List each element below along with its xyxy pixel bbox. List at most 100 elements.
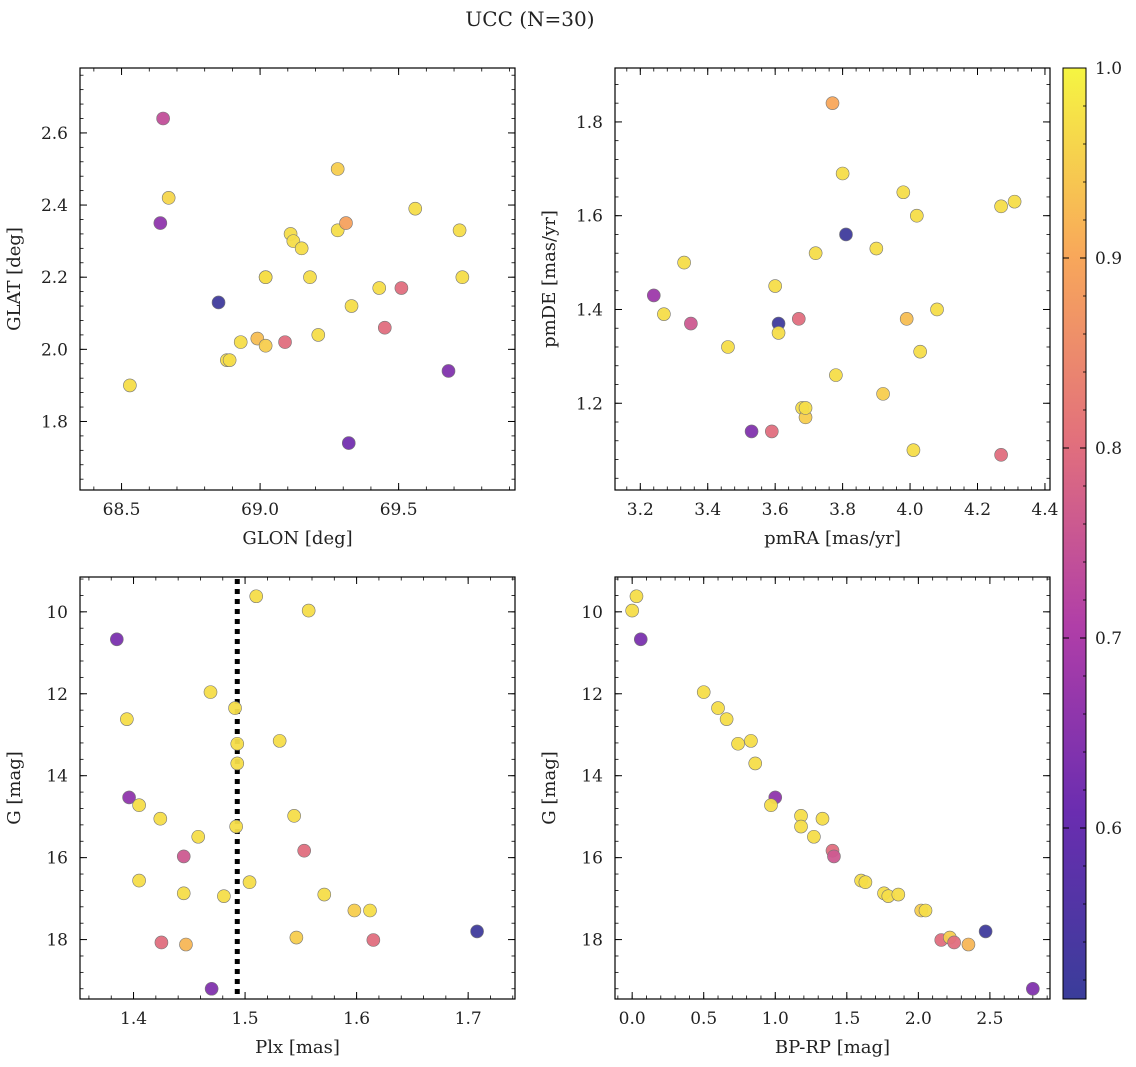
scatter-point	[132, 798, 146, 813]
y-tick-label: 10	[581, 603, 603, 623]
scatter-point	[978, 924, 993, 939]
panel-1: 68.5 69.0 69.5 1.8 2.0 2.2 2.4 2.6 GLON [deg] GLA…	[4, 67, 516, 549]
scatter-point	[249, 589, 264, 604]
scatter-point	[918, 903, 933, 918]
axes-frame	[79, 67, 516, 491]
scatter-point	[470, 924, 484, 939]
scatter-point	[341, 436, 356, 450]
scatter-point	[161, 191, 176, 205]
y-tick-label: 10	[46, 603, 68, 623]
scatter-point	[748, 756, 763, 771]
scatter-point	[896, 185, 911, 200]
scatter-point	[677, 255, 691, 270]
axes-frame	[614, 67, 1051, 491]
y-tick-label: 1.8	[41, 412, 68, 432]
scatter-point	[994, 199, 1008, 214]
scatter-point	[317, 887, 332, 902]
scatter-point	[229, 819, 243, 834]
scatter-point	[744, 424, 759, 439]
scatter-point	[153, 811, 168, 826]
scatter-point	[297, 843, 311, 858]
scatter-point	[154, 935, 169, 950]
scatter-point	[839, 227, 853, 242]
scatter-point	[791, 312, 806, 326]
panel-4: 0.0 0.5 1.0 1.5 2.0 2.5 10 12 14 16 18 BP-RP [mag] G…	[539, 576, 1051, 1058]
colorbar: 0.6 0.7 0.8 0.9 1.0	[1062, 59, 1122, 1000]
x-axis-label: BP-RP [mag]	[775, 1037, 890, 1058]
colorbar-tick-label: 0.7	[1095, 629, 1122, 649]
scatter-point	[203, 685, 218, 699]
scatter-point	[289, 930, 304, 945]
scatter-point	[827, 849, 841, 864]
scatter-point	[455, 270, 470, 284]
x-tick-label: 4.0	[897, 500, 924, 520]
scatter-point	[272, 734, 287, 748]
panel-3: 1.4 1.5 1.6 1.7 10 12 14 16 18 Plx [mas] G [mag]	[4, 576, 516, 1058]
y-tick-label: 16	[581, 849, 603, 869]
x-tick-label: 2.0	[905, 1009, 932, 1029]
y-tick-label: 12	[581, 685, 603, 705]
x-axis-label: GLON [deg]	[242, 528, 352, 549]
scatter-point	[176, 849, 191, 864]
scatter-point	[808, 246, 823, 261]
scatter-point	[230, 756, 245, 771]
scatter-point	[657, 307, 671, 321]
scatter-point	[372, 281, 387, 295]
scatter-point	[330, 162, 345, 176]
scatter-point	[132, 873, 146, 888]
x-tick-label: 69.5	[380, 500, 418, 520]
scatter-point	[347, 903, 362, 918]
scatter-point	[798, 401, 813, 415]
scatter-point	[794, 819, 808, 834]
scatter-point	[176, 886, 191, 901]
scatter-point	[156, 111, 170, 126]
scatter-point	[815, 811, 830, 826]
scatter-point	[301, 603, 316, 618]
x-tick-label: 1.0	[762, 1009, 789, 1029]
scatter-point	[930, 302, 944, 317]
scatter-point	[366, 933, 381, 947]
figure-title: UCC (N=30)	[465, 7, 594, 31]
y-tick-label: 18	[581, 931, 603, 951]
scatter-point	[179, 937, 193, 952]
colorbar-tick-label: 1.0	[1095, 59, 1122, 79]
scatter-point	[110, 632, 124, 647]
scatter-point	[768, 279, 782, 293]
x-axis-label: pmRA [mas/yr]	[764, 528, 901, 549]
y-axis-label: G [mag]	[539, 751, 560, 824]
scatter-point	[287, 809, 301, 823]
scatter-point	[913, 344, 927, 359]
scatter-point	[394, 281, 409, 295]
panel-2: 3.2 3.4 3.6 3.8 4.0 4.2 4.4 1.2 1.4 1.6 1.8 pmRA [m…	[539, 67, 1058, 549]
scatter-point	[744, 734, 758, 748]
x-tick-label: 4.4	[1031, 500, 1058, 520]
scatter-point	[217, 889, 231, 903]
scatter-point	[452, 223, 467, 238]
scatter-point	[377, 320, 392, 335]
colorbar-tick-label: 0.9	[1095, 249, 1122, 269]
x-tick-label: 0.5	[690, 1009, 717, 1029]
scatter-point	[303, 270, 317, 284]
scatter-point	[961, 937, 976, 952]
scatter-point	[153, 216, 168, 230]
scatter-point	[910, 208, 924, 223]
scatter-point	[294, 241, 309, 256]
colorbar-tick-label: 0.6	[1095, 819, 1122, 839]
scatter-point	[947, 935, 961, 950]
y-axis-label: pmDE [mas/yr]	[539, 210, 560, 348]
scatter-point	[829, 368, 843, 382]
scatter-point	[233, 335, 248, 349]
x-tick-label: 1.7	[455, 1009, 482, 1029]
scatter-point	[764, 798, 778, 813]
scatter-point	[684, 316, 698, 331]
scatter-point	[242, 875, 257, 890]
scatter-point	[311, 328, 326, 342]
scatter-point	[891, 887, 906, 902]
axes-frame	[79, 576, 516, 1000]
scatter-point	[258, 270, 273, 284]
scatter-point	[625, 603, 639, 618]
scatter-point	[629, 589, 644, 604]
x-tick-label: 1.6	[343, 1009, 370, 1029]
y-tick-label: 2.2	[41, 268, 68, 288]
y-tick-label: 18	[46, 931, 68, 951]
